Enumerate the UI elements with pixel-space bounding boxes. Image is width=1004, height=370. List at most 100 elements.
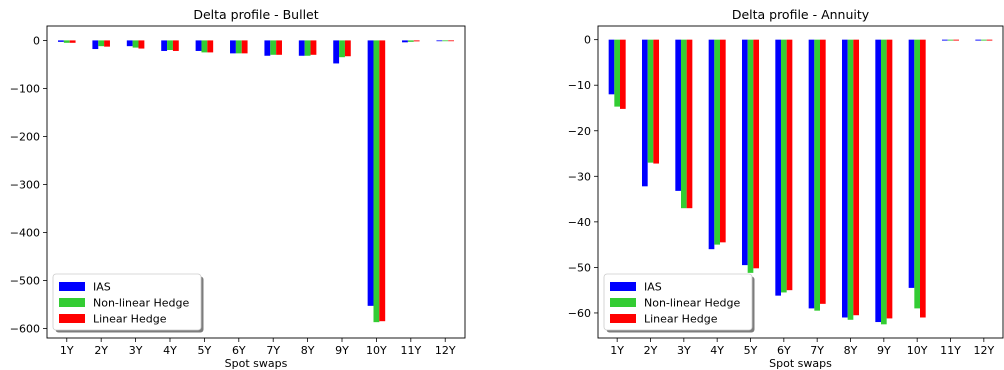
bar — [172, 40, 179, 51]
bar — [853, 39, 859, 316]
bar — [63, 40, 70, 43]
bar — [310, 40, 317, 55]
legend-label: Non-linear Hedge — [93, 297, 190, 310]
y-tick-label: −200 — [10, 130, 40, 143]
bar — [920, 39, 926, 318]
x-tick-label: 8Y — [301, 344, 315, 357]
y-tick-label: −400 — [10, 226, 40, 239]
bar — [708, 39, 715, 250]
bar — [914, 39, 920, 309]
x-tick-label: 12Y — [435, 344, 456, 357]
bar — [241, 40, 248, 54]
y-tick-label: −60 — [568, 307, 591, 320]
bar — [344, 40, 351, 57]
x-tick-label: 5Y — [198, 344, 212, 357]
bar — [747, 39, 754, 273]
bar — [642, 39, 648, 187]
bar — [270, 40, 277, 55]
bar — [775, 39, 781, 296]
bar — [333, 40, 340, 64]
y-tick-label: −20 — [568, 125, 591, 138]
chart-title: Delta profile - Bullet — [193, 7, 318, 22]
x-tick-label: 1Y — [610, 344, 624, 357]
x-tick-label: 11Y — [940, 344, 961, 357]
x-tick-label: 1Y — [60, 344, 74, 357]
bar — [953, 39, 959, 41]
bar — [442, 40, 449, 42]
bar — [367, 40, 374, 306]
bar — [686, 39, 693, 209]
x-tick-label: 10Y — [366, 344, 387, 357]
bar — [69, 40, 76, 43]
chart-panel-2: 0 −10 −20 −30 −40 −50 −60 1Y 2Y 3Y 4Y 5Y 6Y 7Y 8Y 9Y 10Y… — [568, 7, 1004, 370]
x-tick-label: 5Y — [744, 344, 758, 357]
bar — [436, 40, 443, 42]
x-axis-label: Spot swaps — [769, 357, 832, 370]
x-tick-label: 6Y — [232, 344, 246, 357]
y-tick-label: −30 — [568, 170, 591, 183]
bar — [620, 39, 626, 109]
bar — [653, 39, 659, 164]
x-tick-label: 4Y — [163, 344, 177, 357]
bar — [402, 40, 408, 43]
plot-frame — [46, 25, 466, 339]
bar — [132, 40, 139, 48]
bar — [847, 39, 854, 320]
x-tick-label: 9Y — [877, 344, 891, 357]
bar — [875, 39, 881, 323]
bar — [942, 39, 948, 41]
y-tick-label: −300 — [10, 178, 40, 191]
bar — [714, 39, 720, 245]
bar — [339, 40, 345, 58]
bar — [138, 40, 145, 49]
legend-swatch — [59, 314, 85, 323]
x-tick-label: 7Y — [266, 344, 280, 357]
x-tick-label: 10Y — [907, 344, 928, 357]
bar — [373, 40, 380, 323]
bar — [276, 40, 282, 55]
bar — [975, 39, 981, 41]
bar — [720, 39, 726, 243]
legend-box — [52, 273, 202, 331]
bar — [195, 40, 202, 51]
bar — [614, 39, 620, 107]
y-tick-label: 0 — [584, 34, 591, 47]
bar — [908, 39, 915, 288]
legend-label: IAS — [93, 281, 111, 294]
x-tick-label: 9Y — [335, 344, 349, 357]
bar — [104, 40, 110, 47]
legend: IAS Non-linear Hedge Linear Hedge — [52, 273, 204, 333]
bar — [842, 39, 848, 318]
chart-panel-1: 0 −100 −200 −300 −400 −500 −600 1Y 2Y 3Y 4Y 5Y 6Y 7Y 8… — [10, 7, 466, 370]
legend: IAS Non-linear Hedge Linear Hedge — [603, 273, 755, 333]
bar — [126, 40, 133, 47]
bar — [407, 40, 414, 42]
plot-frame — [597, 25, 1004, 339]
bar — [379, 40, 386, 322]
bar — [413, 40, 420, 42]
bar — [753, 39, 759, 269]
y-tick-label: −50 — [568, 261, 591, 274]
bar — [981, 39, 987, 41]
bar — [808, 39, 815, 309]
bar — [161, 40, 168, 51]
x-tick-label: 7Y — [810, 344, 824, 357]
x-tick-label: 3Y — [677, 344, 691, 357]
bar — [230, 40, 236, 54]
bar — [264, 40, 271, 56]
bar — [298, 40, 305, 56]
legend-swatch — [59, 282, 85, 291]
bar — [98, 40, 105, 47]
bar — [207, 40, 214, 53]
x-tick-label: 3Y — [129, 344, 143, 357]
bar — [58, 40, 64, 42]
legend-swatch — [59, 298, 85, 307]
bar — [814, 39, 820, 311]
bar — [781, 39, 787, 293]
bar — [167, 40, 173, 50]
y-tick-label: −500 — [10, 274, 40, 287]
legend-swatch — [610, 314, 636, 323]
bar — [608, 39, 615, 95]
bar — [881, 39, 887, 325]
